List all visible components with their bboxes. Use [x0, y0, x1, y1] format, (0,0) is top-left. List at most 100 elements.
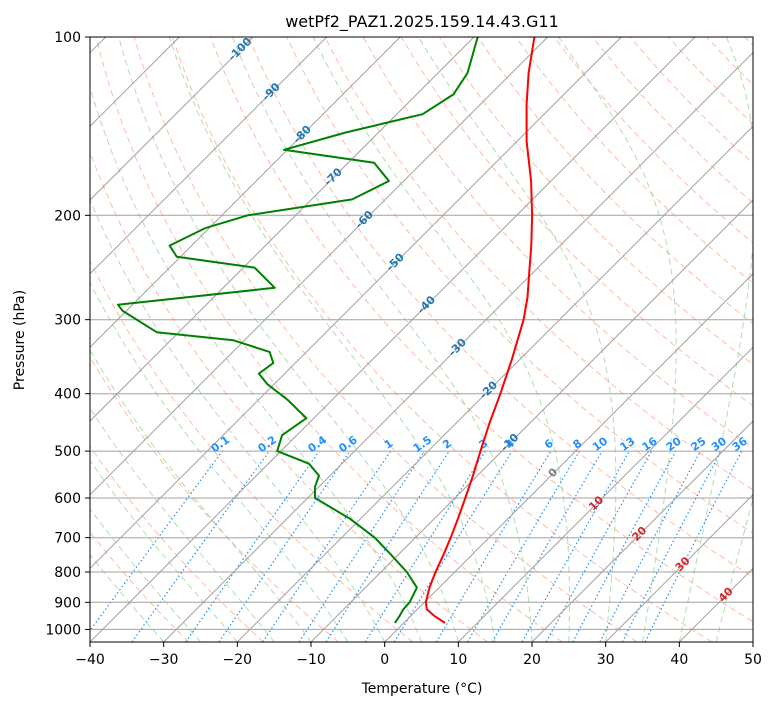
- y-tick-label: 900: [54, 595, 81, 611]
- isotherm-line: [236, 125, 753, 642]
- x-tick-label: −30: [149, 652, 179, 668]
- isotherm-line: [310, 199, 753, 642]
- x-tick-label: −20: [223, 652, 253, 668]
- dry-adiabat-line: [591, 37, 753, 204]
- y-tick-label: 400: [54, 387, 81, 403]
- y-tick-label: 800: [54, 565, 81, 581]
- mixing-ratio-line: [435, 450, 552, 642]
- moist-adiabat-line: [90, 459, 238, 642]
- x-tick-label: 50: [744, 652, 762, 668]
- dry-adiabat-line: [248, 37, 753, 578]
- plot-area: -100-90-80-70-60-50-40-30-20-10010203040…: [90, 37, 753, 642]
- dry-adiabat-line: [515, 37, 753, 284]
- dry-adiabat-line: [210, 37, 753, 623]
- isobars: [90, 37, 753, 630]
- x-tick-label: −40: [75, 652, 105, 668]
- y-tick-label: 300: [54, 313, 81, 329]
- dry-adiabat-line: [171, 37, 712, 642]
- isotherm-line: [90, 37, 622, 570]
- dry-adiabat-line: [477, 37, 753, 325]
- dry-adiabat-line: [90, 150, 488, 642]
- mixing-ratio-line: [262, 450, 392, 642]
- dry-adiabat-line: [324, 37, 753, 491]
- y-tick-label: 500: [54, 444, 81, 460]
- isotherm-line: [90, 37, 475, 422]
- mixing-ratio-label: 6: [542, 437, 556, 452]
- mixing-ratio-line: [393, 450, 513, 642]
- moist-adiabat-line: [418, 37, 617, 642]
- temperature-line: [424, 37, 536, 624]
- isotherm-line: [90, 37, 254, 201]
- y-tick-label: 200: [54, 208, 81, 224]
- dry-adiabat-line: [553, 37, 753, 244]
- x-tick-label: 30: [597, 652, 615, 668]
- moist-adiabat-line: [678, 37, 753, 642]
- x-tick-label: 40: [670, 652, 688, 668]
- moist-adiabat-line: [118, 37, 459, 642]
- moist-adiabat-line: [90, 281, 349, 642]
- moist-adiabat-line: [90, 198, 386, 642]
- y-axis: 100 200 300 400 500 600 700 800 900 1000: [45, 30, 90, 638]
- chart-title: wetPf2_PAZ1.2025.159.14.43.G11: [285, 12, 559, 32]
- mixing-ratio-label: 0.1: [209, 433, 232, 455]
- isotherm-line: [90, 37, 401, 349]
- moist-adiabat-line: [168, 37, 496, 642]
- mixing-ratio-line: [185, 450, 320, 642]
- dry-adiabat-line: [668, 37, 753, 125]
- mixing-ratio-line: [466, 450, 580, 642]
- mixing-ratio-line: [325, 450, 450, 642]
- y-axis-label: Pressure (hPa): [12, 290, 28, 390]
- x-tick-label: 10: [449, 652, 467, 668]
- mixing-ratio-lines: [90, 450, 743, 642]
- mixing-ratio-line: [572, 450, 677, 642]
- isotherm-line: [531, 420, 753, 642]
- mixing-ratio-label: 1.5: [411, 433, 434, 455]
- moist-adiabat-line: [90, 85, 422, 642]
- isotherm-line: [90, 37, 549, 496]
- moist-adiabat-line: [90, 554, 165, 642]
- mixing-ratio-line: [521, 450, 631, 642]
- x-tick-label: −10: [296, 652, 326, 668]
- moist-adiabat-line: [715, 497, 753, 642]
- isotherm-line: [678, 567, 753, 642]
- mixing-ratio-line: [599, 450, 702, 642]
- mixing-ratio-label: 2: [440, 437, 454, 452]
- mixing-ratio-line: [218, 450, 351, 642]
- dry-adiabat-line: [95, 37, 563, 642]
- isotherm-label: 30: [673, 554, 693, 574]
- dry-adiabat-line: [90, 259, 414, 642]
- y-tick-label: 100: [54, 30, 81, 46]
- isotherm-line: [90, 37, 328, 275]
- dry-adiabat-line: [90, 356, 339, 642]
- moist-adiabat-line: [90, 407, 275, 642]
- isotherm-line: [90, 37, 696, 642]
- dry-adiabat-line: [706, 37, 753, 86]
- isotherm-line: [384, 272, 753, 642]
- isotherm-label: -30: [446, 336, 469, 359]
- mixing-ratio-label: 0.6: [336, 433, 360, 455]
- dry-adiabat-line: [90, 531, 190, 642]
- mixing-ratio-line: [298, 450, 425, 642]
- y-tick-label: 600: [54, 491, 81, 507]
- dry-adiabat-line: [286, 37, 753, 534]
- moist-adiabat-line: [90, 349, 312, 642]
- x-axis: −40 −30 −20 −10 0 10 20 30 40 50: [75, 642, 762, 668]
- x-axis-label: Temperature (°C): [361, 681, 483, 697]
- x-tick-label: 0: [380, 652, 389, 668]
- isotherm-line: [752, 641, 753, 642]
- mixing-ratio-line: [131, 450, 270, 642]
- isotherm-line: [605, 493, 753, 642]
- moist-adiabat-line: [90, 508, 201, 642]
- moist-adiabat-line: [231, 37, 533, 642]
- isotherms: [90, 37, 753, 642]
- sounding-series: [116, 37, 536, 624]
- mixing-ratio-label: 0.4: [306, 433, 330, 455]
- isotherm-line: [457, 346, 753, 642]
- dry-adiabat-line: [744, 37, 753, 47]
- y-tick-label: 700: [54, 531, 81, 547]
- mixing-ratio-line: [90, 450, 223, 632]
- x-tick-label: 20: [523, 652, 541, 668]
- plot-frame: [89, 36, 754, 643]
